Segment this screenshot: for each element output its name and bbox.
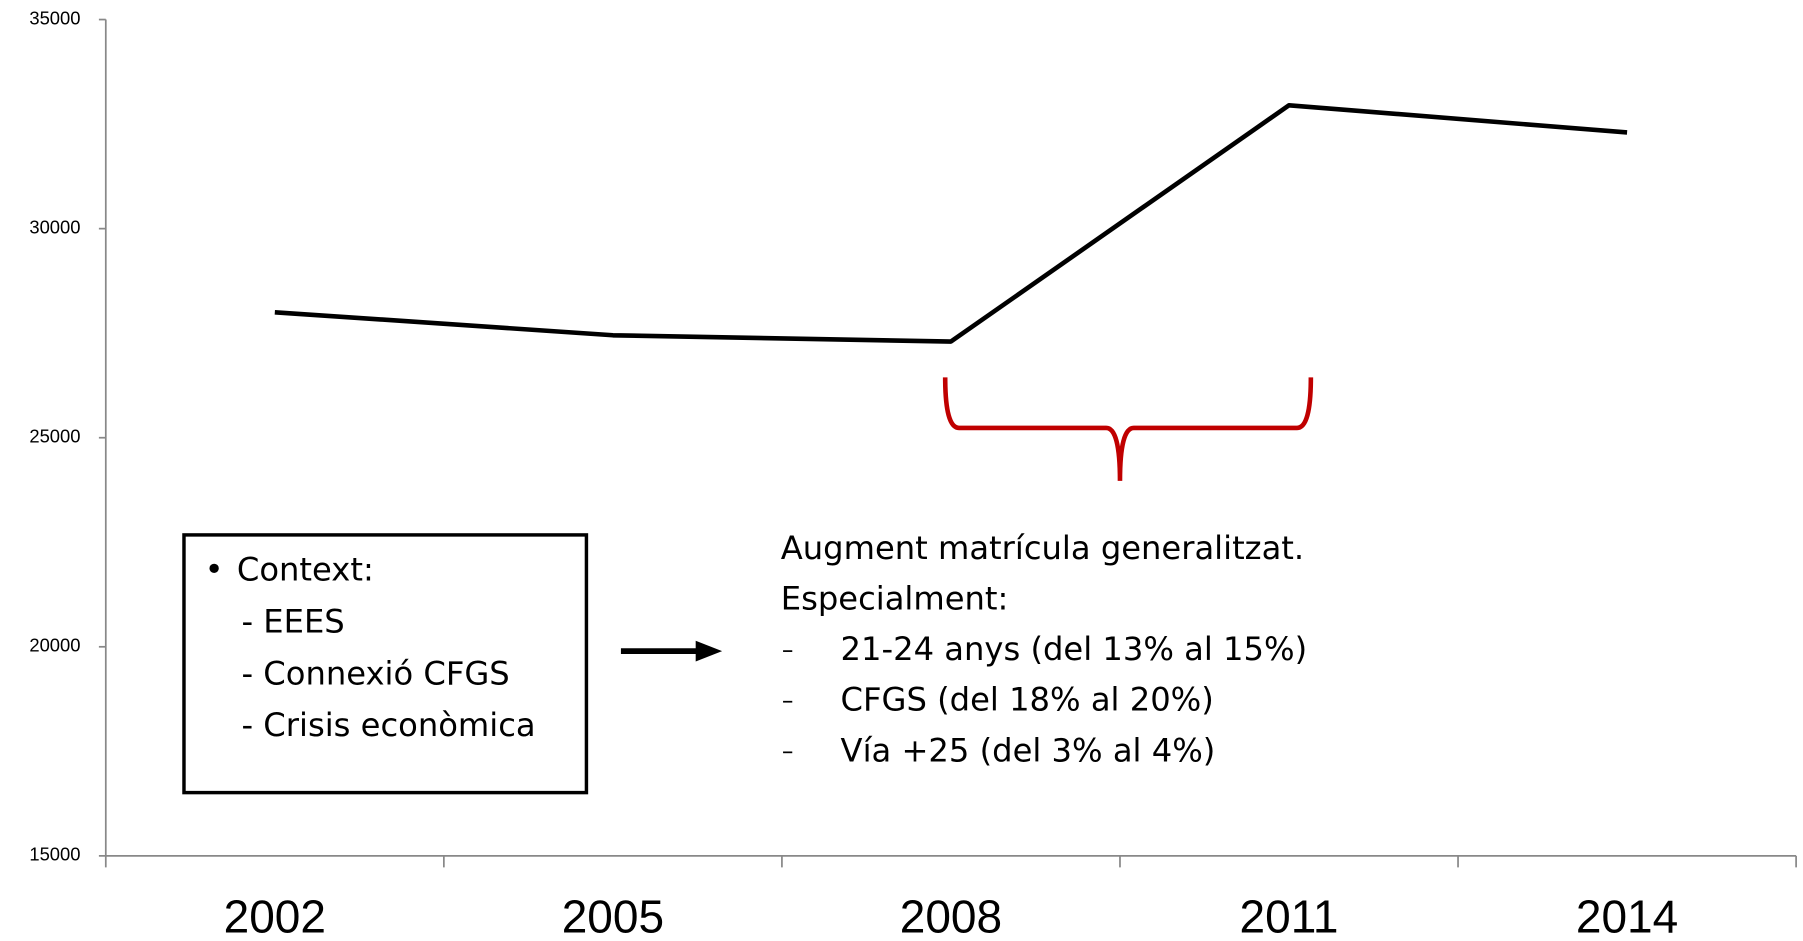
x-tick-label: 2011: [1240, 890, 1339, 941]
y-tick-label: 20000: [29, 635, 80, 656]
y-tick-label: 15000: [29, 844, 80, 865]
context-text: - EEES: [241, 602, 344, 640]
x-tick-label: 2005: [562, 890, 664, 941]
note-item: 21-24 anys (del 13% al 15%): [841, 630, 1308, 668]
y-tick-label: 25000: [29, 426, 80, 447]
x-tick-label: 2008: [900, 890, 1002, 941]
note-heading: Augment matrícula generalitzat.: [781, 529, 1304, 567]
brace: [942, 377, 1314, 481]
context-text: Context:: [237, 551, 374, 589]
note-item: CFGS (del 18% al 20%): [841, 681, 1214, 719]
y-tick-label: 30000: [29, 216, 80, 237]
note-heading: Especialment:: [781, 579, 1009, 617]
context-text: - Connexió CFGS: [241, 654, 509, 692]
bullet: •: [205, 551, 224, 589]
x-tick-label: 2002: [224, 890, 326, 941]
note-item: Vía +25 (del 3% al 4%): [841, 731, 1216, 769]
line-series: [274, 102, 1628, 344]
y-tick-label: 35000: [29, 7, 80, 28]
context-box: [182, 533, 589, 795]
context-text: - Crisis econòmica: [241, 706, 535, 744]
arrow-head: [695, 640, 723, 662]
x-tick-label: 2014: [1576, 890, 1678, 941]
